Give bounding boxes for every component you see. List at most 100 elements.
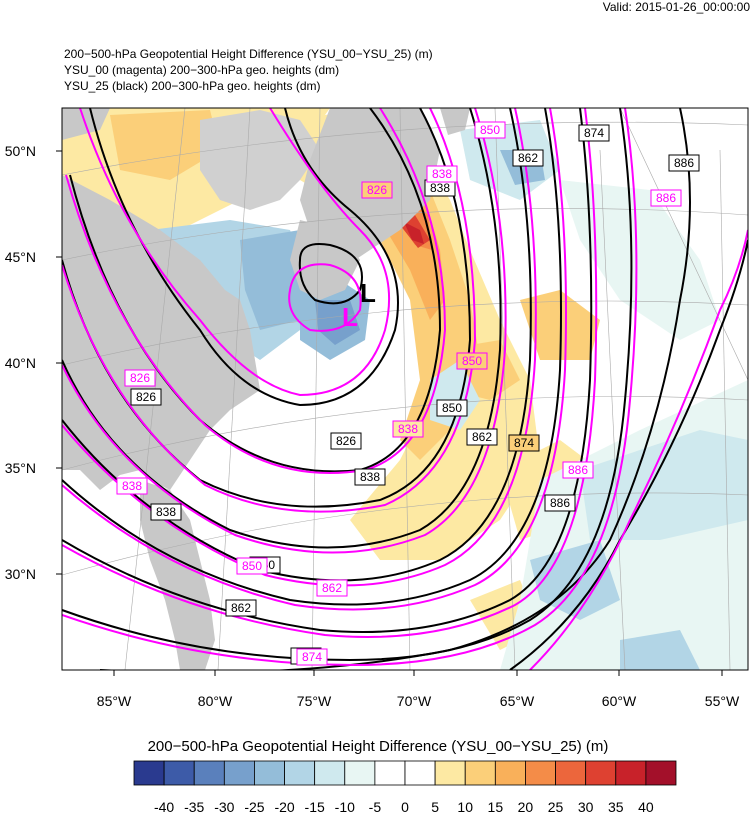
colorbar-tick-label: 20 — [518, 799, 534, 815]
contour-label-black: 850 — [436, 399, 468, 417]
colorbar-tick-label: 30 — [578, 799, 594, 815]
contour-label-magenta: 862 — [316, 579, 348, 597]
contour-label-magenta: 850 — [474, 121, 506, 139]
contour-label-magenta: 886 — [562, 461, 594, 479]
colorbar-tick-label: 25 — [548, 799, 564, 815]
colorbar-tick-label: -30 — [214, 799, 234, 815]
longitude-labels: 85°W 80°W 75°W 70°W 65°W 60°W 55°W — [97, 693, 740, 709]
colorbar-tick-label: 40 — [638, 799, 654, 815]
colorbar-swatch — [615, 760, 647, 786]
colorbar-swatch — [555, 760, 587, 786]
colorbar-tick-label: 15 — [488, 799, 504, 815]
svg-text:850: 850 — [242, 559, 262, 573]
contour-label-black: 826 — [130, 388, 162, 406]
svg-text:874: 874 — [302, 650, 322, 664]
colorbar-swatch — [223, 760, 255, 786]
colorbar-tick-label: -10 — [335, 799, 355, 815]
contour-label-black: 874 — [508, 434, 540, 452]
svg-text:826: 826 — [367, 183, 387, 197]
contour-label-black: 838 — [150, 503, 182, 521]
lat-label-35n: 35°N — [5, 460, 36, 476]
svg-text:838: 838 — [398, 422, 418, 436]
colorbar-tick-label: 5 — [431, 799, 439, 815]
map-frame — [61, 107, 749, 671]
colorbar-swatch — [314, 760, 346, 786]
plot-titles: 200−500-hPa Geopotential Height Differen… — [64, 46, 433, 94]
lat-ticks — [56, 150, 62, 575]
svg-text:874: 874 — [584, 126, 604, 140]
colorbar-swatch — [344, 760, 376, 786]
low-marker-ysu25: L — [360, 278, 376, 308]
contour-label-magenta: 850 — [456, 352, 488, 370]
svg-text:886: 886 — [674, 156, 694, 170]
colorbar-labels: -40 -35 -30 -25 -20 -15 -10 -5 0 5 10 15 20 25 30 35 40 — [154, 799, 654, 815]
lat-label-45n: 45°N — [5, 249, 36, 265]
contour-label-black: 838 — [354, 468, 386, 486]
lon-label-75w: 75°W — [297, 693, 332, 709]
lat-label-30n: 30°N — [5, 566, 36, 582]
colorbar-swatch — [645, 760, 677, 786]
lon-label-55w: 55°W — [705, 693, 740, 709]
colorbar-swatch — [494, 760, 526, 786]
svg-text:850: 850 — [462, 354, 482, 368]
colorbar-swatch — [374, 760, 406, 786]
low-marker-ysu00: L — [342, 302, 358, 332]
contour-label-magenta: 838 — [426, 165, 458, 183]
svg-text:838: 838 — [360, 470, 380, 484]
colorbar-tick-label: 10 — [457, 799, 473, 815]
colorbar-swatch — [133, 760, 165, 786]
valid-time: Valid: 2015-01-26_00:00:00 — [602, 0, 750, 14]
svg-text:862: 862 — [472, 430, 492, 444]
colorbar-swatch — [254, 760, 285, 786]
title-line-3: YSU_25 (black) 200−300-hPa geo. heights … — [64, 79, 321, 93]
contour-label-magenta: 838 — [392, 420, 424, 438]
contour-label-black: 874 — [578, 124, 610, 142]
colorbar-swatch — [434, 760, 466, 786]
colorbar-swatch — [404, 760, 436, 786]
colorbar-tick-label: -20 — [274, 799, 294, 815]
svg-text:886: 886 — [550, 496, 570, 510]
contour-label-magenta: 850 — [236, 557, 268, 575]
svg-text:862: 862 — [518, 151, 538, 165]
contour-label-black: 862 — [466, 428, 498, 446]
contour-label-black: 862 — [512, 149, 544, 167]
colorbar-tick-label: -40 — [154, 799, 174, 815]
colorbar-swatch — [193, 760, 225, 786]
lon-ticks — [113, 670, 723, 676]
graticule — [62, 108, 748, 670]
contour-label-black: 886 — [544, 494, 576, 512]
svg-text:838: 838 — [156, 505, 176, 519]
svg-text:850: 850 — [480, 123, 500, 137]
svg-text:838: 838 — [432, 167, 452, 181]
title-line-2: YSU_00 (magenta) 200−300-hPa geo. height… — [64, 63, 340, 77]
svg-text:862: 862 — [231, 601, 251, 615]
lon-label-85w: 85°W — [97, 693, 132, 709]
contour-label-black: 886 — [668, 154, 700, 172]
colorbar-swatch — [163, 760, 195, 786]
contour-label-magenta: 826 — [124, 369, 156, 387]
colorbar-tick-label: 35 — [608, 799, 624, 815]
title-line-1: 200−500-hPa Geopotential Height Differen… — [64, 47, 433, 61]
colorbar-swatch — [525, 760, 556, 786]
contour-labels-magenta: 826 826 838 838 838 850 850 850 862 874 … — [116, 121, 682, 666]
colorbar-tick-label: -5 — [369, 799, 382, 815]
svg-text:886: 886 — [656, 191, 676, 205]
lat-label-40n: 40°N — [5, 355, 36, 371]
svg-text:826: 826 — [136, 390, 156, 404]
colorbar-swatch — [464, 760, 496, 786]
svg-text:838: 838 — [430, 181, 450, 195]
svg-text:826: 826 — [130, 371, 150, 385]
lat-label-50n: 50°N — [5, 143, 36, 159]
svg-text:874: 874 — [514, 436, 534, 450]
svg-text:862: 862 — [322, 581, 342, 595]
colorbar-title: 200−500-hPa Geopotential Height Differen… — [147, 738, 609, 755]
contour-label-magenta: 886 — [650, 189, 682, 207]
colorbar-tick-label: 0 — [401, 799, 409, 815]
svg-text:850: 850 — [442, 401, 462, 415]
contour-label-magenta: 874 — [296, 648, 328, 666]
contour-label-magenta: 826 — [361, 181, 393, 199]
lon-label-60w: 60°W — [602, 693, 637, 709]
lon-label-65w: 65°W — [500, 693, 535, 709]
map-panel — [62, 108, 748, 670]
